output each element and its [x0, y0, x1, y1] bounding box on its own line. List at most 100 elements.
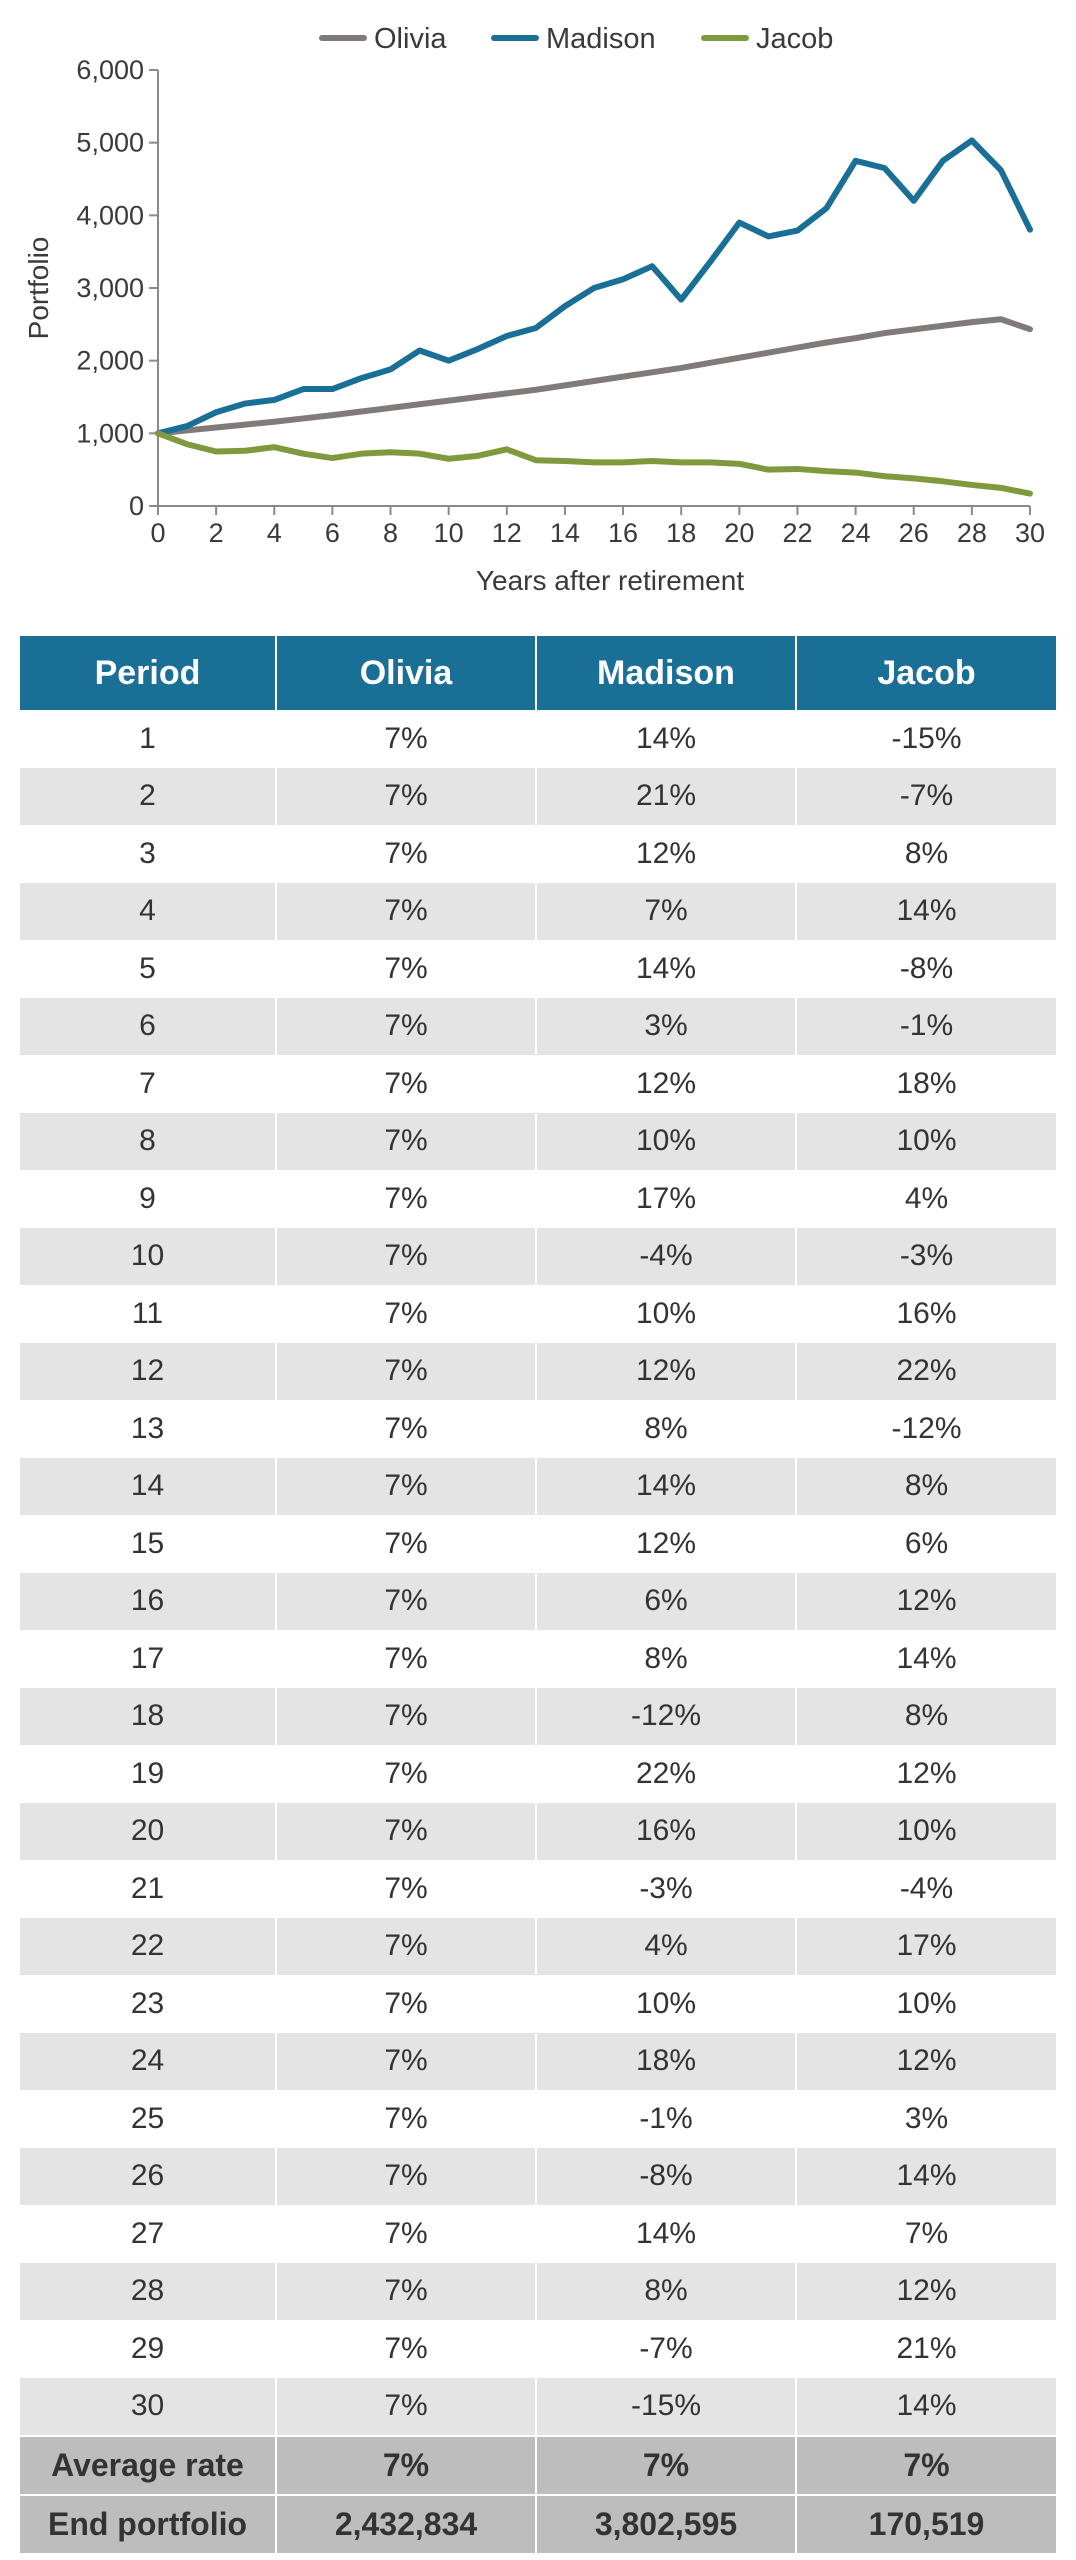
period-cell: 24	[20, 2032, 276, 2090]
x-tick-label: 20	[724, 518, 754, 548]
jacob-rate-cell: 18%	[795, 1055, 1056, 1113]
chart-svg: Olivia Madison Jacob 0 1,000 2,000 3,000 4,000…	[23, 23, 1045, 596]
period-cell: 9	[20, 1170, 276, 1228]
y-tick-label: 0	[129, 491, 144, 521]
table-row: 19 7% 22% 12%	[20, 1745, 1056, 1803]
period-cell: 10	[20, 1227, 276, 1285]
period-cell: 12	[20, 1342, 276, 1400]
footer-end-portfolio-row: End portfolio 2,432,834 3,802,595 170,519	[20, 2494, 1056, 2553]
table-row: 9 7% 17% 4%	[20, 1170, 1056, 1228]
period-cell: 2	[20, 767, 276, 825]
jacob-rate-cell: 12%	[795, 1572, 1056, 1630]
jacob-rate-cell: 8%	[795, 1687, 1056, 1745]
jacob-rate-cell: -4%	[795, 1860, 1056, 1918]
x-tick-label: 12	[492, 518, 522, 548]
jacob-rate-cell: 6%	[795, 1515, 1056, 1573]
olivia-rate-cell: 7%	[275, 2262, 536, 2320]
x-tick-label: 16	[608, 518, 638, 548]
table-row: 5 7% 14% -8%	[20, 940, 1056, 998]
portfolio-line-chart: Olivia Madison Jacob 0 1,000 2,000 3,000 4,000…	[0, 0, 1076, 610]
period-cell: 20	[20, 1802, 276, 1860]
jacob-rate-cell: -8%	[795, 940, 1056, 998]
footer-value-cell: 170,519	[795, 2494, 1056, 2553]
olivia-rate-cell: 7%	[275, 940, 536, 998]
jacob-rate-cell: 8%	[795, 1457, 1056, 1515]
madison-rate-cell: 7%	[535, 882, 796, 940]
madison-rate-cell: 12%	[535, 1055, 796, 1113]
header-madison: Madison	[535, 636, 796, 710]
jacob-rate-cell: 14%	[795, 882, 1056, 940]
jacob-rate-cell: -15%	[795, 710, 1056, 768]
olivia-rate-cell: 7%	[275, 2320, 536, 2378]
madison-rate-cell: -1%	[535, 2090, 796, 2148]
olivia-rate-cell: 7%	[275, 1400, 536, 1458]
olivia-rate-cell: 7%	[275, 825, 536, 883]
y-tick-label: 3,000	[76, 273, 144, 303]
header-row: Period Olivia Madison Jacob	[20, 636, 1056, 710]
table-row: 8 7% 10% 10%	[20, 1112, 1056, 1170]
period-cell: 25	[20, 2090, 276, 2148]
period-cell: 13	[20, 1400, 276, 1458]
madison-rate-cell: -15%	[535, 2377, 796, 2436]
period-cell: 21	[20, 1860, 276, 1918]
madison-rate-cell: -8%	[535, 2147, 796, 2205]
olivia-rate-cell: 7%	[275, 2205, 536, 2263]
footer-value-cell: 3,802,595	[535, 2494, 796, 2553]
madison-rate-cell: 16%	[535, 1802, 796, 1860]
table-row: 25 7% -1% 3%	[20, 2090, 1056, 2148]
table-row: 12 7% 12% 22%	[20, 1342, 1056, 1400]
olivia-rate-cell: 7%	[275, 1687, 536, 1745]
madison-rate-cell: 14%	[535, 2205, 796, 2263]
madison-rate-cell: 8%	[535, 2262, 796, 2320]
madison-rate-cell: 18%	[535, 2032, 796, 2090]
madison-rate-cell: 17%	[535, 1170, 796, 1228]
table-row: 23 7% 10% 10%	[20, 1975, 1056, 2033]
jacob-rate-cell: 3%	[795, 2090, 1056, 2148]
table-row: 26 7% -8% 14%	[20, 2147, 1056, 2205]
jacob-rate-cell: -3%	[795, 1227, 1056, 1285]
x-tick-label: 26	[899, 518, 929, 548]
y-tick-label: 5,000	[76, 128, 144, 158]
table-row: 21 7% -3% -4%	[20, 1860, 1056, 1918]
table-row: 29 7% -7% 21%	[20, 2320, 1056, 2378]
x-tick-label: 2	[209, 518, 224, 548]
olivia-rate-cell: 7%	[275, 1457, 536, 1515]
table-body: 1 7% 14% -15% 2 7% 21% -7% 3 7% 12% 8% 4 7% 7% 14% 5 7% 14…	[20, 710, 1056, 2436]
period-cell: 29	[20, 2320, 276, 2378]
table-row: 6 7% 3% -1%	[20, 997, 1056, 1055]
jacob-rate-cell: 21%	[795, 2320, 1056, 2378]
y-tick-label: 4,000	[76, 200, 144, 230]
madison-rate-cell: 22%	[535, 1745, 796, 1803]
period-cell: 14	[20, 1457, 276, 1515]
x-tick-label: 18	[666, 518, 696, 548]
madison-rate-cell: 10%	[535, 1975, 796, 2033]
legend-label-olivia: Olivia	[374, 23, 447, 55]
jacob-rate-cell: 22%	[795, 1342, 1056, 1400]
madison-rate-cell: 10%	[535, 1112, 796, 1170]
footer-average-rate-row: Average rate 7% 7% 7%	[20, 2435, 1056, 2495]
jacob-rate-cell: 10%	[795, 1112, 1056, 1170]
olivia-rate-cell: 7%	[275, 1342, 536, 1400]
jacob-rate-cell: 12%	[795, 1745, 1056, 1803]
period-cell: 18	[20, 1687, 276, 1745]
madison-rate-cell: 6%	[535, 1572, 796, 1630]
jacob-rate-cell: 16%	[795, 1285, 1056, 1343]
olivia-rate-cell: 7%	[275, 710, 536, 768]
olivia-rate-cell: 7%	[275, 1745, 536, 1803]
olivia-rate-cell: 7%	[275, 1285, 536, 1343]
jacob-rate-cell: 10%	[795, 1975, 1056, 2033]
period-cell: 8	[20, 1112, 276, 1170]
madison-rate-cell: 8%	[535, 1630, 796, 1688]
table-row: 14 7% 14% 8%	[20, 1457, 1056, 1515]
jacob-rate-cell: 12%	[795, 2032, 1056, 2090]
olivia-rate-cell: 7%	[275, 882, 536, 940]
header-jacob: Jacob	[795, 636, 1056, 710]
jacob-rate-cell: 17%	[795, 1917, 1056, 1975]
jacob-rate-cell: 10%	[795, 1802, 1056, 1860]
jacob-rate-cell: 12%	[795, 2262, 1056, 2320]
series-line-madison	[155, 137, 1033, 437]
period-cell: 1	[20, 710, 276, 768]
madison-rate-cell: 21%	[535, 767, 796, 825]
footer-value-cell: 7%	[535, 2435, 796, 2495]
table-row: 7 7% 12% 18%	[20, 1055, 1056, 1113]
